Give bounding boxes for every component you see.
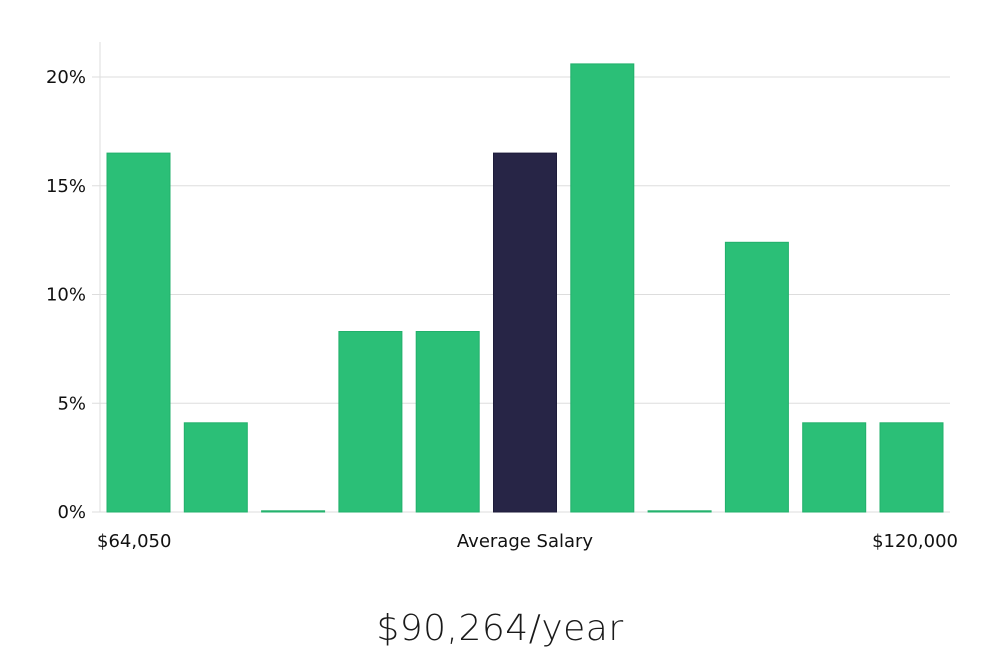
bar-highlighted xyxy=(493,152,557,513)
x-label-max: $120,000 xyxy=(872,531,958,552)
y-tick-label: 5% xyxy=(57,393,86,414)
bar xyxy=(261,510,326,513)
bar xyxy=(338,331,403,513)
bar xyxy=(724,241,789,513)
y-tick-label: 20% xyxy=(46,67,86,88)
y-tick-label: 0% xyxy=(57,502,86,523)
bar xyxy=(415,331,480,513)
bar xyxy=(106,152,171,513)
bar xyxy=(802,422,867,513)
bar xyxy=(647,510,712,513)
salary-histogram: 0% 5% 10% 15% 20% $64,050 Average Salary $12… xyxy=(46,42,958,552)
y-axis-tick-labels: 0% 5% 10% 15% 20% xyxy=(46,67,100,523)
bar xyxy=(570,63,635,513)
y-tick-label: 10% xyxy=(46,285,86,306)
bar xyxy=(183,422,248,513)
bar xyxy=(879,422,944,513)
y-tick-label: 15% xyxy=(46,176,86,197)
average-salary-value: $90,264/year xyxy=(376,608,624,649)
bars xyxy=(106,63,944,513)
x-label-center: Average Salary xyxy=(457,531,594,552)
x-label-min: $64,050 xyxy=(97,531,171,552)
